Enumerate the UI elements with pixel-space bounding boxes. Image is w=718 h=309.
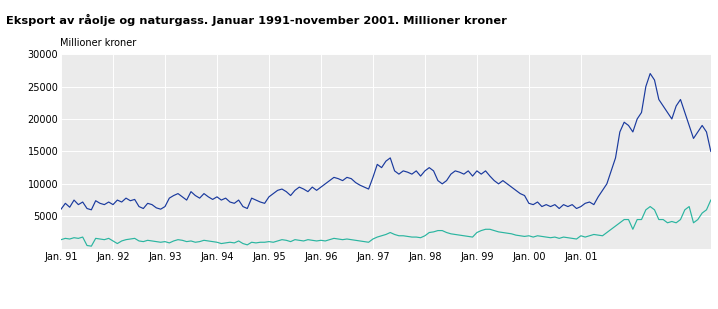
Text: Millioner kroner: Millioner kroner — [60, 38, 136, 48]
Text: Eksport av råolje og naturgass. Januar 1991-november 2001. Millioner kroner: Eksport av råolje og naturgass. Januar 1… — [6, 14, 507, 26]
